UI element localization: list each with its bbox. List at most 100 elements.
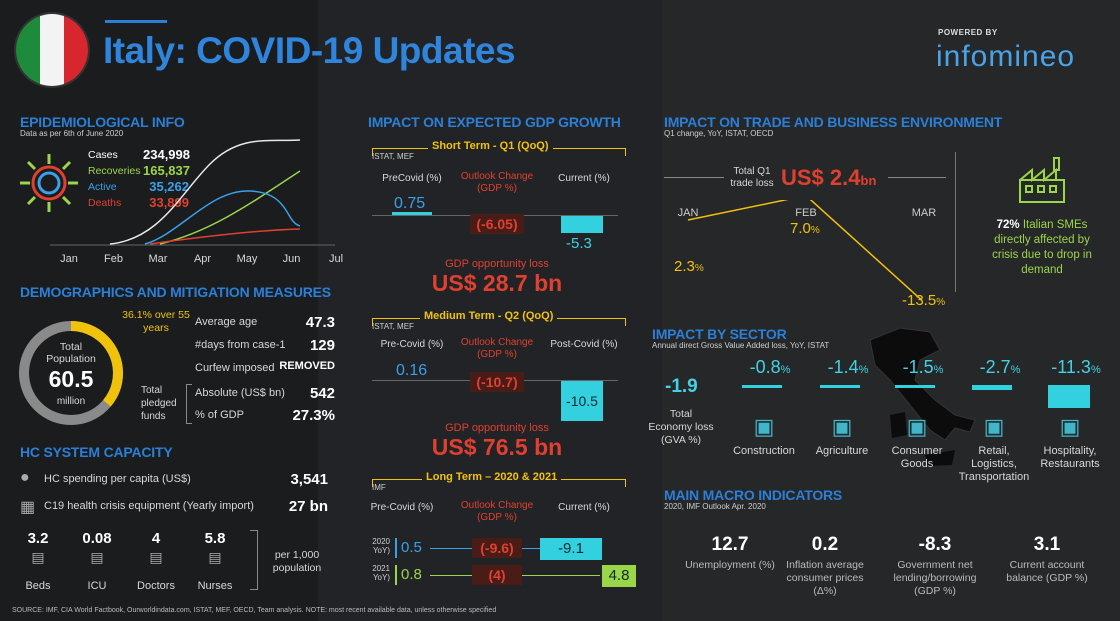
long-col2: Outlook Change (GDP %) — [460, 500, 534, 523]
long-change: (4) — [472, 565, 522, 585]
pledged-row-label: % of GDP — [195, 409, 244, 421]
brand-logo: infomineo — [936, 40, 1076, 73]
short-pre-value: 0.75 — [394, 195, 426, 212]
sector-total-value: -1.9 — [665, 376, 698, 397]
sector-bar — [1048, 385, 1090, 408]
money-hand-icon: ● — [20, 469, 30, 486]
sector-subtitle: Annual direct Gross Value Added loss, Yo… — [652, 341, 830, 350]
sector-pct: % — [1090, 364, 1101, 376]
sector-pct: % — [780, 364, 791, 376]
short-pre-bar — [392, 212, 432, 215]
trade-divider — [955, 152, 956, 292]
trade-pct: % — [810, 225, 820, 236]
short-term-source: ISTAT, MEF — [372, 152, 414, 161]
total-population-unit: million — [56, 396, 86, 407]
epi-month-label: Jun — [282, 253, 301, 265]
pledged-bracket — [186, 384, 192, 424]
sector-pct: % — [858, 364, 869, 376]
epi-month-label: Mar — [148, 253, 168, 265]
long-pre: 0.8 — [401, 566, 422, 583]
hc-row-label: HC spending per capita (US$) — [44, 473, 191, 485]
macro-label: Current account balance (GDP %) — [1006, 559, 1088, 584]
medium-col2: Outlook Change (GDP %) — [460, 337, 534, 360]
sector-value-text: -2.7 — [979, 357, 1011, 377]
pledged-row-label: Absolute (US$ bn) — [195, 387, 285, 399]
trade-loss-label: Total Q1 trade loss — [730, 166, 774, 189]
macro-value: -8.3 — [918, 534, 952, 555]
long-change: (-9.6) — [472, 538, 522, 558]
short-col1: PreCovid (%) — [382, 173, 442, 184]
macro-label: Unemployment (%) — [685, 559, 775, 571]
sector-icon: ▣ — [1059, 414, 1081, 439]
deaths-line — [149, 228, 301, 245]
sector-label: Retail, Logistics, Transportation — [958, 445, 1030, 483]
short-loss-label: GDP opportunity loss — [445, 258, 549, 270]
sector-label: Construction — [733, 445, 795, 457]
sector-label: Hospitality, Restaurants — [1040, 445, 1100, 470]
medium-loss-value: US$ 76.5 bn — [431, 434, 563, 460]
epi-chart — [50, 139, 335, 246]
sector-icon: ▣ — [753, 414, 775, 439]
epi-stat-value: 165,837 — [143, 163, 190, 178]
short-col2: Outlook Change (GDP %) — [460, 171, 534, 194]
epi-stat-value: 234,998 — [143, 147, 190, 162]
sector-pct: % — [933, 364, 944, 376]
epi-month-label: Jan — [60, 253, 78, 265]
pledged-row-value: 27.3% — [292, 407, 335, 424]
population-donut — [19, 321, 123, 425]
sme-text: 72% Italian SMEs directly affected by cr… — [992, 219, 1092, 276]
footer-source: SOURCE: IMF, CIA World Factbook, Ourworl… — [12, 607, 497, 614]
long-col3: Current (%) — [558, 502, 610, 513]
capacity-icon: ▤ — [208, 549, 222, 565]
long-year: 2020 YoY) — [372, 537, 390, 555]
capacity-value: 4 — [151, 530, 161, 547]
long-term-source: IMF — [372, 483, 386, 492]
sector-value-text: -1.5 — [902, 357, 934, 377]
sector-value: -2.7% — [968, 357, 1032, 378]
epi-month-label: May — [236, 253, 258, 265]
short-term-header: Short Term - Q1 (QoQ) — [428, 140, 553, 152]
long-current: -9.1 — [540, 538, 602, 560]
long-marker — [395, 538, 397, 558]
sector-value-text: -11.3 — [1051, 357, 1091, 377]
capacity-value: 3.2 — [27, 530, 49, 547]
medium-current-value: -10.5 — [566, 393, 598, 409]
cases-line — [109, 139, 301, 245]
sector-value-text: -1.4 — [827, 357, 859, 377]
sector-icon: ▣ — [906, 414, 928, 439]
medium-loss-label: GDP opportunity loss — [445, 422, 549, 434]
demo-row-label: #days from case-1 — [195, 339, 286, 351]
sector-value: -1.5% — [891, 357, 955, 378]
macro-label: Inflation average consumer prices (Δ%) — [786, 559, 864, 597]
macro-subtitle: 2020, IMF Outlook Apr. 2020 — [664, 502, 766, 511]
trade-loss-value: US$ 2.4bn — [781, 165, 877, 190]
epi-stat-label: Active — [88, 181, 117, 193]
factory-icon — [1019, 157, 1065, 203]
demo-row-label: Curfew imposed — [195, 362, 275, 374]
medium-current-bar — [561, 381, 603, 421]
epi-month-label: Jul — [328, 253, 344, 265]
active-line — [144, 190, 301, 245]
trade-month: JAN — [677, 207, 699, 219]
demo-row-value: 47.3 — [305, 314, 335, 331]
capacity-icon: ▤ — [149, 549, 163, 565]
sector-label: Consumer Goods — [891, 445, 943, 470]
virus-icon — [20, 154, 78, 212]
hc-row-value: 3,541 — [290, 471, 328, 488]
epi-month-label: Apr — [193, 253, 212, 265]
trade-rule-left — [664, 177, 724, 178]
sector-bar — [742, 385, 782, 388]
italy-flag-icon — [16, 14, 88, 86]
macro-value: 12.7 — [711, 534, 749, 555]
title-underline — [105, 20, 167, 23]
capacity-label: Beds — [25, 580, 51, 592]
right-panel-bg — [662, 0, 1120, 621]
trade-title: IMPACT ON TRADE AND BUSINESS ENVIRONMENT — [664, 114, 1003, 130]
pledged-label: Total pledged funds — [141, 385, 177, 422]
sector-value: -1.4% — [816, 357, 880, 378]
sector-icon: ▣ — [983, 414, 1005, 439]
capacity-label: Nurses — [197, 580, 233, 592]
long-pre: 0.5 — [401, 539, 422, 556]
powered-by-label: POWERED BY — [938, 28, 998, 37]
epi-stat-label: Deaths — [88, 197, 122, 209]
